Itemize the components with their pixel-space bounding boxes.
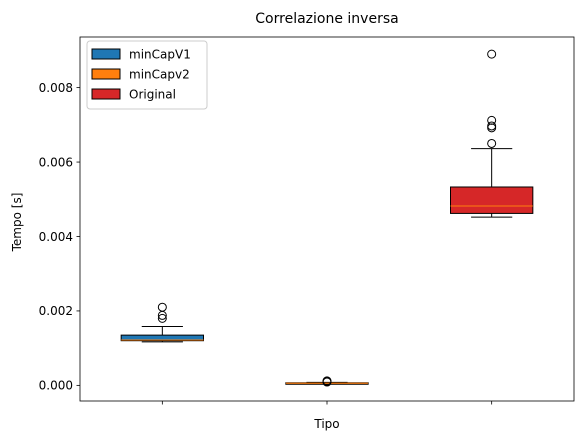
legend-label-minCapV1: minCapV1 (129, 48, 191, 62)
chart-title: Correlazione inversa (255, 11, 398, 27)
y-tick-label: 0.008 (39, 81, 73, 95)
legend-swatch-Original (91, 88, 121, 100)
outlier-point (157, 302, 167, 312)
legend-swatch-minCapv2 (91, 68, 121, 80)
legend-label-Original: Original (129, 88, 176, 102)
outlier-point (487, 121, 497, 131)
outlier-point (487, 123, 497, 133)
box (120, 334, 204, 342)
outlier-point (487, 115, 497, 125)
x-axis-label: Tipo (313, 417, 339, 431)
box (450, 186, 534, 214)
plot-area: 0.000 0.002 0.004 0.006 0.008 (39, 36, 575, 405)
y-axis-label: Tempo [s] (10, 193, 24, 253)
y-tick-label: 0.006 (39, 155, 73, 169)
box-group-minCapv2 (285, 376, 369, 387)
outlier-point (487, 138, 497, 148)
legend-swatch-minCapV1 (91, 48, 121, 60)
box-group-Original (450, 49, 534, 218)
legend-label-minCapv2: minCapv2 (129, 68, 190, 82)
outlier-point (322, 376, 332, 386)
legend: minCapV1 minCapv2 Original (86, 40, 208, 110)
box-group-minCapV1 (120, 302, 204, 343)
y-tick-label: 0.002 (39, 304, 73, 318)
outlier-point (487, 49, 497, 59)
y-tick-label: 0.000 (39, 379, 73, 393)
outlier-point (157, 313, 167, 323)
y-tick-label: 0.004 (39, 230, 73, 244)
